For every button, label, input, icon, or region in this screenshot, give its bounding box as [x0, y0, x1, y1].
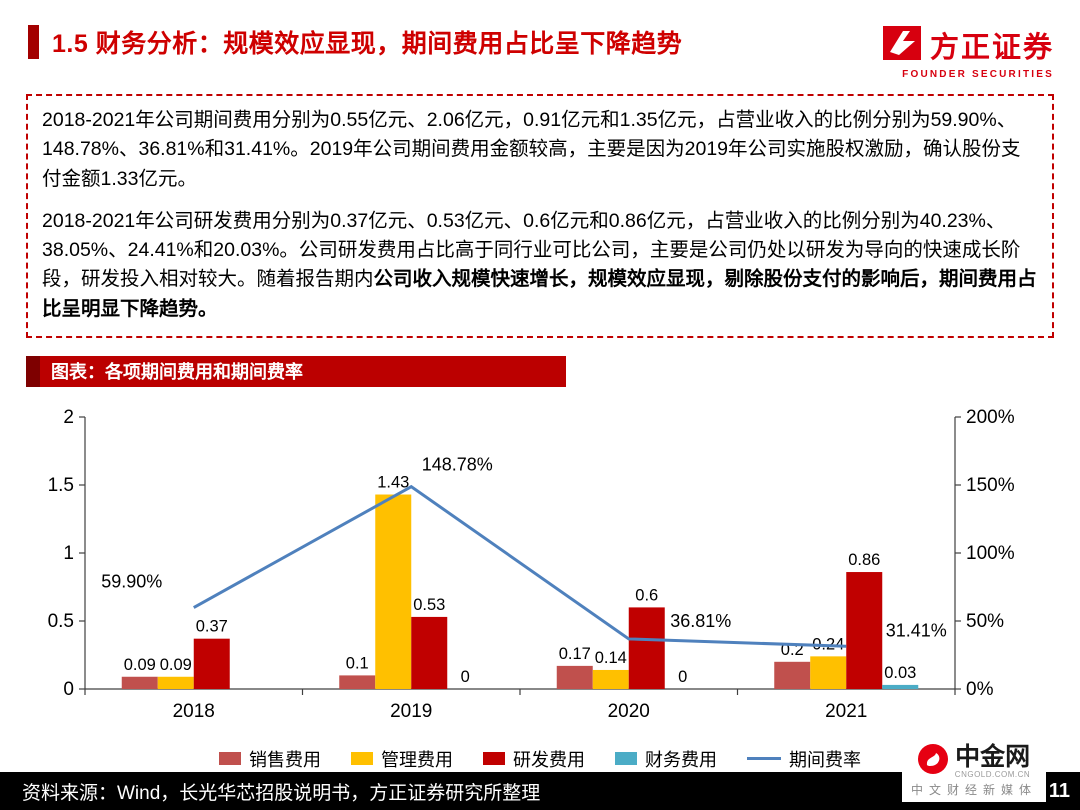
bar-value-label: 0.37 [196, 617, 228, 635]
left-axis-tick-label: 0 [63, 679, 74, 700]
legend-label: 研发费用 [513, 749, 585, 770]
logo-row: 方正证券 [882, 24, 1054, 66]
bar-研发费用-2019 [411, 616, 448, 689]
chart-legend: 销售费用 管理费用 研发费用 财务费用 期间费率 [0, 746, 1080, 772]
bar-series-财务费用: 0 0 0.03 [461, 664, 919, 689]
bar-value-label: 0.86 [848, 551, 880, 569]
bar-value-label: 0.53 [413, 596, 445, 614]
bar-研发费用-2020 [628, 607, 665, 689]
right-axis-tick-label: 100% [966, 543, 1015, 564]
right-axis-tick-label: 50% [966, 611, 1004, 632]
legend-label: 管理费用 [381, 749, 453, 770]
bar-value-label: 0.03 [884, 664, 916, 682]
chart-title-bar: 图表：各项期间费用和期间费率 [26, 355, 566, 387]
left-axis-tick-label: 2 [63, 407, 74, 428]
summary-box: 2018-2021年公司期间费用分别为0.55亿元、2.06亿元，0.91亿元和… [26, 94, 1054, 338]
left-axis-tick-label: 1 [63, 543, 74, 564]
legend-swatch [483, 752, 505, 766]
watermark-text-col: 中金网 CNGOLD.COM.CN [954, 742, 1031, 779]
watermark-domain: CNGOLD.COM.CN [954, 770, 1031, 779]
bar-value-label: 0 [678, 668, 687, 686]
watermark-name: 中金网 [955, 742, 1031, 771]
bar-销售费用-2021 [774, 661, 811, 689]
right-axis-tick-label: 200% [966, 407, 1015, 428]
x-axis-label-2020: 2020 [608, 701, 650, 722]
bar-销售费用-2020 [556, 665, 593, 689]
bar-销售费用-2018 [121, 676, 158, 689]
logo-cn-text: 方正证券 [929, 32, 1054, 64]
title-accent-block [28, 25, 39, 59]
bar-value-label: 0.1 [346, 654, 369, 672]
x-axis-label-2021: 2021 [825, 701, 867, 722]
bar-value-label: 0.6 [635, 586, 658, 604]
legend-item-销售费用: 销售费用 [219, 746, 321, 772]
watermark-row: 中金网 CNGOLD.COM.CN [917, 742, 1031, 779]
bar-管理费用-2020 [592, 669, 629, 689]
logo-en-text: FOUNDER SECURITIES [902, 69, 1054, 80]
right-axis-tick-label: 150% [966, 475, 1015, 496]
footer-bar: 资料来源：Wind，长光华芯招股说明书，方正证券研究所整理 11 [0, 772, 1080, 810]
bar-管理费用-2021 [810, 656, 847, 689]
summary-paragraph-1: 2018-2021年公司期间费用分别为0.55亿元、2.06亿元，0.91亿元和… [42, 109, 1021, 190]
legend-item-期间费率: 期间费率 [747, 746, 861, 772]
legend-item-财务费用: 财务费用 [615, 746, 717, 772]
bar-series-销售费用: 0.09 0.10.17 0.2 [121, 641, 811, 689]
bar-value-label: 0 [461, 668, 470, 686]
legend-label: 期间费率 [789, 749, 861, 770]
legend-swatch [351, 752, 373, 766]
legend-line-swatch [747, 757, 781, 761]
founder-logo-icon [882, 25, 922, 66]
bar-管理费用-2019 [375, 494, 412, 689]
line-value-label: 59.90% [101, 571, 162, 591]
left-axis-tick-label: 0.5 [48, 611, 74, 632]
page-number: 11 [1048, 780, 1070, 802]
bar-series-研发费用: 0.37 0.53 0.6 0.86 [193, 551, 883, 689]
bar-value-label: 1.43 [377, 473, 409, 491]
chart-title-accent-block [26, 355, 40, 387]
line-series-期间费率 [193, 484, 847, 648]
x-axis-label-2019: 2019 [390, 701, 432, 722]
line-value-label: 36.81% [670, 611, 731, 631]
bar-财务费用-2021 [882, 684, 919, 689]
legend-swatch [615, 752, 637, 766]
legend-label: 销售费用 [249, 749, 321, 770]
expenses-combo-chart: 00.511.520%50%100%150%200%0.09 0.10.17 0.2… [48, 407, 1015, 722]
bar-value-label: 0.14 [595, 649, 627, 667]
chart-title-text: 图表：各项期间费用和期间费率 [51, 362, 303, 383]
source-text: 资料来源：Wind，长光华芯招股说明书，方正证券研究所整理 [22, 782, 541, 804]
bar-value-label: 0.17 [559, 645, 591, 663]
bar-研发费用-2021 [846, 571, 883, 689]
bar-value-label: 0.09 [124, 656, 156, 674]
bar-series-管理费用: 0.091.430.140.24 [157, 473, 847, 689]
title-wrap: 1.5 财务分析：规模效应显现，期间费用占比呈下降趋势 [28, 24, 682, 60]
legend-item-管理费用: 管理费用 [351, 746, 453, 772]
legend-label: 财务费用 [645, 749, 717, 770]
legend-item-研发费用: 研发费用 [483, 746, 585, 772]
founder-securities-logo: 方正证券 FOUNDER SECURITIES [882, 24, 1054, 80]
summary-paragraph-2-normal: 2018-2021年公司研发费用分别为0.37亿元、0.53亿元、0.6亿元和0… [42, 209, 1021, 291]
header: 1.5 财务分析：规模效应显现，期间费用占比呈下降趋势 方正证券 FOUNDER… [0, 0, 1080, 80]
bar-销售费用-2019 [339, 675, 376, 689]
cngold-logo-icon [917, 743, 948, 779]
page-title: 1.5 财务分析：规模效应显现，期间费用占比呈下降趋势 [52, 30, 683, 58]
line-value-label: 148.78% [422, 454, 493, 474]
line-value-label: 31.41% [886, 620, 947, 640]
legend-swatch [219, 752, 241, 766]
chart-area: 0 0.5 1 1.5 2 0% 50% 100% 150% 200% 0.09 0.1 0.17 0.2… [30, 399, 1080, 744]
summary-paragraph-2-bold: 公司收入规模快速增长，规模效应显现，剔除股份支付的影响后，期间费用占比呈明显下降… [42, 268, 1037, 320]
summary-paragraph-2: 2018-2021年公司研发费用分别为0.37亿元、0.53亿元、0.6亿元和0… [42, 207, 1038, 324]
bar-管理费用-2018 [157, 676, 194, 689]
left-axis-tick-label: 1.5 [48, 475, 74, 496]
bar-value-label: 0.09 [160, 656, 192, 674]
bar-研发费用-2018 [193, 638, 230, 689]
right-axis-tick-label: 0% [966, 679, 994, 700]
cngold-watermark: 中金网 CNGOLD.COM.CN 中文财经新媒体 [901, 740, 1046, 802]
x-axis-label-2018: 2018 [173, 701, 215, 722]
watermark-tagline: 中文财经新媒体 [910, 783, 1037, 797]
